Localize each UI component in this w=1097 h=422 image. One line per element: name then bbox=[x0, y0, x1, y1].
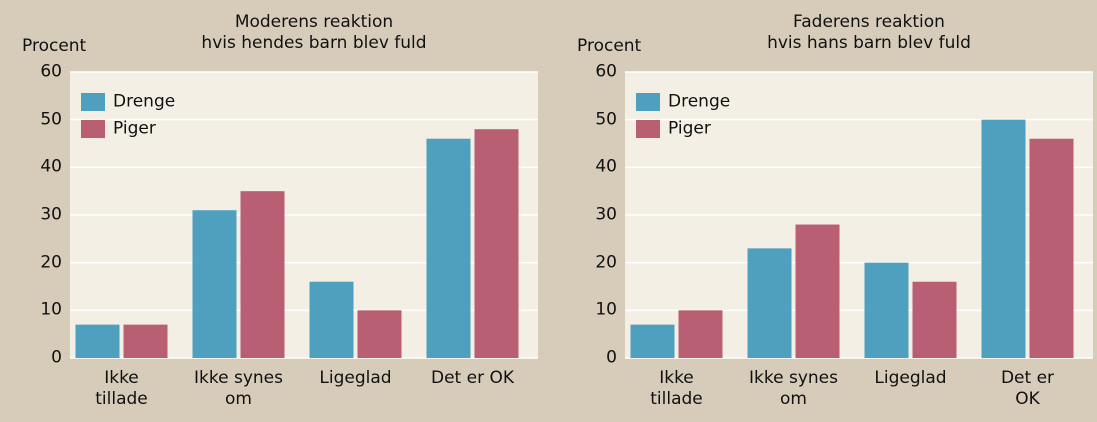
y-tick-label: 30 bbox=[40, 204, 62, 225]
y-tick-label: 20 bbox=[40, 252, 62, 273]
bar bbox=[795, 224, 840, 358]
y-axis-label: Procent bbox=[577, 36, 642, 56]
y-tick-label: 20 bbox=[595, 252, 617, 273]
y-tick-label: 30 bbox=[595, 204, 617, 225]
legend-label: Piger bbox=[668, 118, 711, 139]
y-tick-label: 0 bbox=[51, 347, 62, 368]
legend-swatch bbox=[636, 93, 660, 111]
bar bbox=[678, 310, 723, 358]
bar bbox=[747, 248, 792, 358]
x-tick-label: Ikke synes om bbox=[749, 368, 838, 409]
x-tick-label: Ikke tillade bbox=[95, 368, 148, 409]
bar bbox=[864, 262, 909, 358]
bar bbox=[309, 281, 354, 358]
y-tick-label: 60 bbox=[40, 61, 62, 82]
y-tick-label: 60 bbox=[595, 61, 617, 82]
y-tick-label: 50 bbox=[40, 109, 62, 130]
bar bbox=[123, 324, 168, 358]
y-tick-label: 10 bbox=[40, 299, 62, 320]
x-tick-label: Ligeglad bbox=[319, 368, 392, 388]
y-tick-label: 10 bbox=[595, 299, 617, 320]
legend-swatch bbox=[636, 120, 660, 138]
bar bbox=[357, 310, 402, 358]
bar bbox=[192, 210, 237, 358]
bar bbox=[426, 138, 471, 358]
legend-swatch bbox=[81, 93, 105, 111]
bar bbox=[75, 324, 120, 358]
legend-swatch bbox=[81, 120, 105, 138]
y-axis-label: Procent bbox=[22, 36, 87, 56]
bar bbox=[912, 281, 957, 358]
bar bbox=[630, 324, 675, 358]
x-tick-label: Det er OK bbox=[431, 368, 514, 388]
x-tick-label: Ikke tillade bbox=[650, 368, 703, 409]
x-tick-label: Ikke synes om bbox=[194, 368, 283, 409]
bar bbox=[981, 119, 1026, 359]
bar bbox=[240, 191, 285, 358]
y-tick-label: 50 bbox=[595, 109, 617, 130]
bar bbox=[474, 129, 519, 358]
y-tick-label: 0 bbox=[606, 347, 617, 368]
y-tick-label: 40 bbox=[40, 156, 62, 177]
chart-title: Moderens reaktion hvis hendes barn blev … bbox=[201, 12, 427, 53]
legend-label: Piger bbox=[113, 118, 156, 139]
bar bbox=[1029, 138, 1074, 358]
legend-label: Drenge bbox=[668, 91, 731, 112]
x-tick-label: Ligeglad bbox=[874, 368, 947, 388]
y-tick-label: 40 bbox=[595, 156, 617, 177]
legend-label: Drenge bbox=[113, 91, 176, 112]
x-tick-label: Det er OK bbox=[1000, 368, 1055, 409]
chart-title: Faderens reaktion hvis hans barn blev fu… bbox=[767, 12, 971, 53]
